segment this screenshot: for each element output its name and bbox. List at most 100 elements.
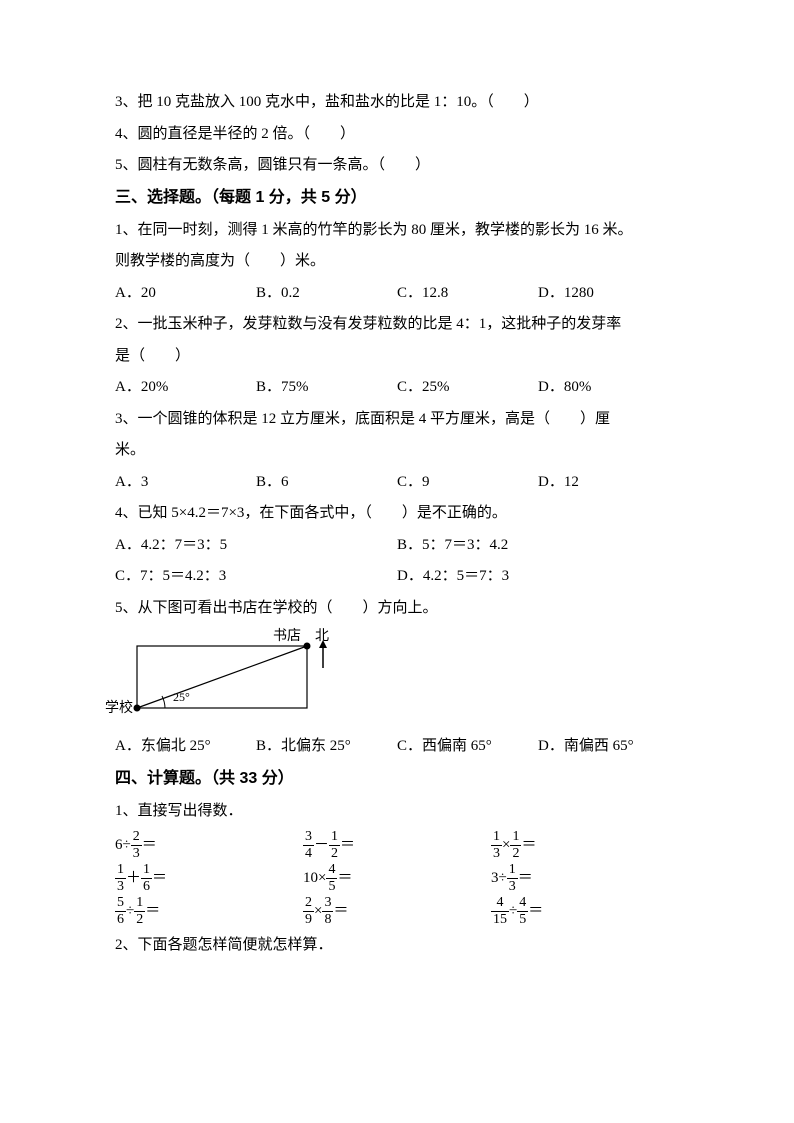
op: ×	[318, 870, 326, 886]
frac-n: 2	[303, 895, 314, 911]
eq: ＝	[521, 837, 536, 853]
mc-q1-a: A．20	[115, 279, 256, 308]
calc-r1-c: 13×12＝	[491, 829, 679, 862]
mc-q4-options-ab: A．4.2：7＝3：5 B．5：7＝3：4.2	[115, 531, 679, 560]
eq: ＝	[145, 903, 160, 919]
mc-q2-b: B．75%	[256, 373, 397, 402]
mc-q5-l1: 5、从下图可看出书店在学校的（ ）方向上。	[115, 594, 679, 623]
calc-r1-a: 6÷23＝	[115, 829, 303, 862]
eq: ＝	[333, 903, 348, 919]
label-north: 北	[315, 624, 329, 651]
mc-q1-options: A．20 B．0.2 C．12.8 D．1280	[115, 279, 679, 308]
section4-title: 四、计算题。（共 33 分）	[115, 764, 679, 794]
mc-q4-l1: 4、已知 5×4.2＝7×3，在下面各式中，（ ）是不正确的。	[115, 499, 679, 528]
frac-d: 6	[115, 912, 126, 927]
mc-q1-d: D．1280	[538, 279, 679, 308]
op: －	[314, 837, 329, 853]
mc-q4-d: D．4.2：5＝7：3	[397, 562, 679, 591]
eq: ＝	[518, 870, 533, 886]
label-school: 学校	[105, 696, 133, 723]
calc-r3-a: 56÷12＝	[115, 895, 303, 928]
mc-q5-options: A．东偏北 25° B．北偏东 25° C．西偏南 65° D．南偏西 65°	[115, 732, 679, 761]
calc-r2-c: 3÷13＝	[491, 862, 679, 895]
mc-q2-d: D．80%	[538, 373, 679, 402]
tf-q5: 5、圆柱有无数条高，圆锥只有一条高。（ ）	[115, 151, 679, 180]
op: ÷	[509, 903, 517, 919]
frac-n: 1	[510, 829, 521, 845]
q5-diagram: 书店 北 学校 25°	[115, 628, 330, 726]
label-angle: 25°	[173, 686, 190, 709]
num: 10	[303, 870, 318, 886]
frac-d: 3	[507, 879, 518, 894]
mc-q3-c: C．9	[397, 468, 538, 497]
frac-d: 2	[134, 912, 145, 927]
frac-d: 4	[303, 846, 314, 861]
frac-n: 5	[115, 895, 126, 911]
frac-n: 1	[507, 862, 518, 878]
frac-n: 1	[141, 862, 152, 878]
eq: ＝	[152, 870, 167, 886]
mc-q4-options-cd: C．7：5＝4.2：3 D．4.2：5＝7：3	[115, 562, 679, 591]
calc-row-1: 6÷23＝ 34－12＝ 13×12＝	[115, 829, 679, 862]
calc-r3-b: 29×38＝	[303, 895, 491, 928]
op: ÷	[126, 903, 134, 919]
frac-d: 8	[322, 912, 333, 927]
frac-d: 6	[141, 879, 152, 894]
mc-q5-c: C．西偏南 65°	[397, 732, 538, 761]
frac-n: 1	[491, 829, 502, 845]
mc-q1-l2: 则教学楼的高度为（ ）米。	[115, 247, 679, 276]
op: ÷	[123, 837, 131, 853]
frac-d: 5	[517, 912, 528, 927]
eq: ＝	[142, 837, 157, 853]
mc-q4-c: C．7：5＝4.2：3	[115, 562, 397, 591]
frac-n: 1	[329, 829, 340, 845]
frac-d: 5	[326, 879, 337, 894]
calc-r3-c: 415÷45＝	[491, 895, 679, 928]
op: ×	[502, 837, 510, 853]
frac-d: 3	[491, 846, 502, 861]
mc-q3-options: A．3 B．6 C．9 D．12	[115, 468, 679, 497]
tf-q3: 3、把 10 克盐放入 100 克水中，盐和盐水的比是 1：10。（ ）	[115, 88, 679, 117]
frac-d: 3	[131, 846, 142, 861]
mc-q2-c: C．25%	[397, 373, 538, 402]
frac-n: 1	[115, 862, 126, 878]
eq: ＝	[337, 870, 352, 886]
frac-d: 2	[329, 846, 340, 861]
op: ＋	[126, 870, 141, 886]
mc-q3-d: D．12	[538, 468, 679, 497]
eq: ＝	[528, 903, 543, 919]
mc-q1-c: C．12.8	[397, 279, 538, 308]
frac-d: 2	[510, 846, 521, 861]
mc-q4-a: A．4.2：7＝3：5	[115, 531, 397, 560]
mc-q1-l1: 1、在同一时刻，测得 1 米高的竹竿的影长为 80 厘米，教学楼的影长为 16 …	[115, 216, 679, 245]
mc-q4-b: B．5：7＝3：4.2	[397, 531, 679, 560]
frac-n: 3	[303, 829, 314, 845]
mc-q2-a: A．20%	[115, 373, 256, 402]
mc-q2-l1: 2、一批玉米种子，发芽粒数与没有发芽粒数的比是 4：1，这批种子的发芽率	[115, 310, 679, 339]
mc-q3-l2: 米。	[115, 436, 679, 465]
mc-q5-d: D．南偏西 65°	[538, 732, 679, 761]
mc-q3-l1: 3、一个圆锥的体积是 12 立方厘米，底面积是 4 平方厘米，高是（ ）厘	[115, 405, 679, 434]
frac-n: 1	[134, 895, 145, 911]
mc-q1-b: B．0.2	[256, 279, 397, 308]
frac-d: 3	[115, 879, 126, 894]
frac-n: 4	[491, 895, 509, 911]
frac-n: 4	[517, 895, 528, 911]
op: ÷	[499, 870, 507, 886]
calc-q2-title: 2、下面各题怎样简便就怎样算．	[115, 931, 679, 960]
frac-d: 15	[491, 912, 509, 927]
num: 3	[491, 870, 499, 886]
label-bookstore: 书店	[273, 624, 301, 651]
mc-q5-a: A．东偏北 25°	[115, 732, 256, 761]
diagram-svg	[115, 628, 345, 723]
calc-r1-b: 34－12＝	[303, 829, 491, 862]
mc-q2-l2: 是（ ）	[115, 342, 679, 371]
tf-q4: 4、圆的直径是半径的 2 倍。（ ）	[115, 120, 679, 149]
mc-q3-a: A．3	[115, 468, 256, 497]
mc-q3-b: B．6	[256, 468, 397, 497]
frac-n: 3	[322, 895, 333, 911]
mc-q5-b: B．北偏东 25°	[256, 732, 397, 761]
calc-row-2: 13＋16＝ 10×45＝ 3÷13＝	[115, 862, 679, 895]
calc-r2-a: 13＋16＝	[115, 862, 303, 895]
calc-row-3: 56÷12＝ 29×38＝ 415÷45＝	[115, 895, 679, 928]
